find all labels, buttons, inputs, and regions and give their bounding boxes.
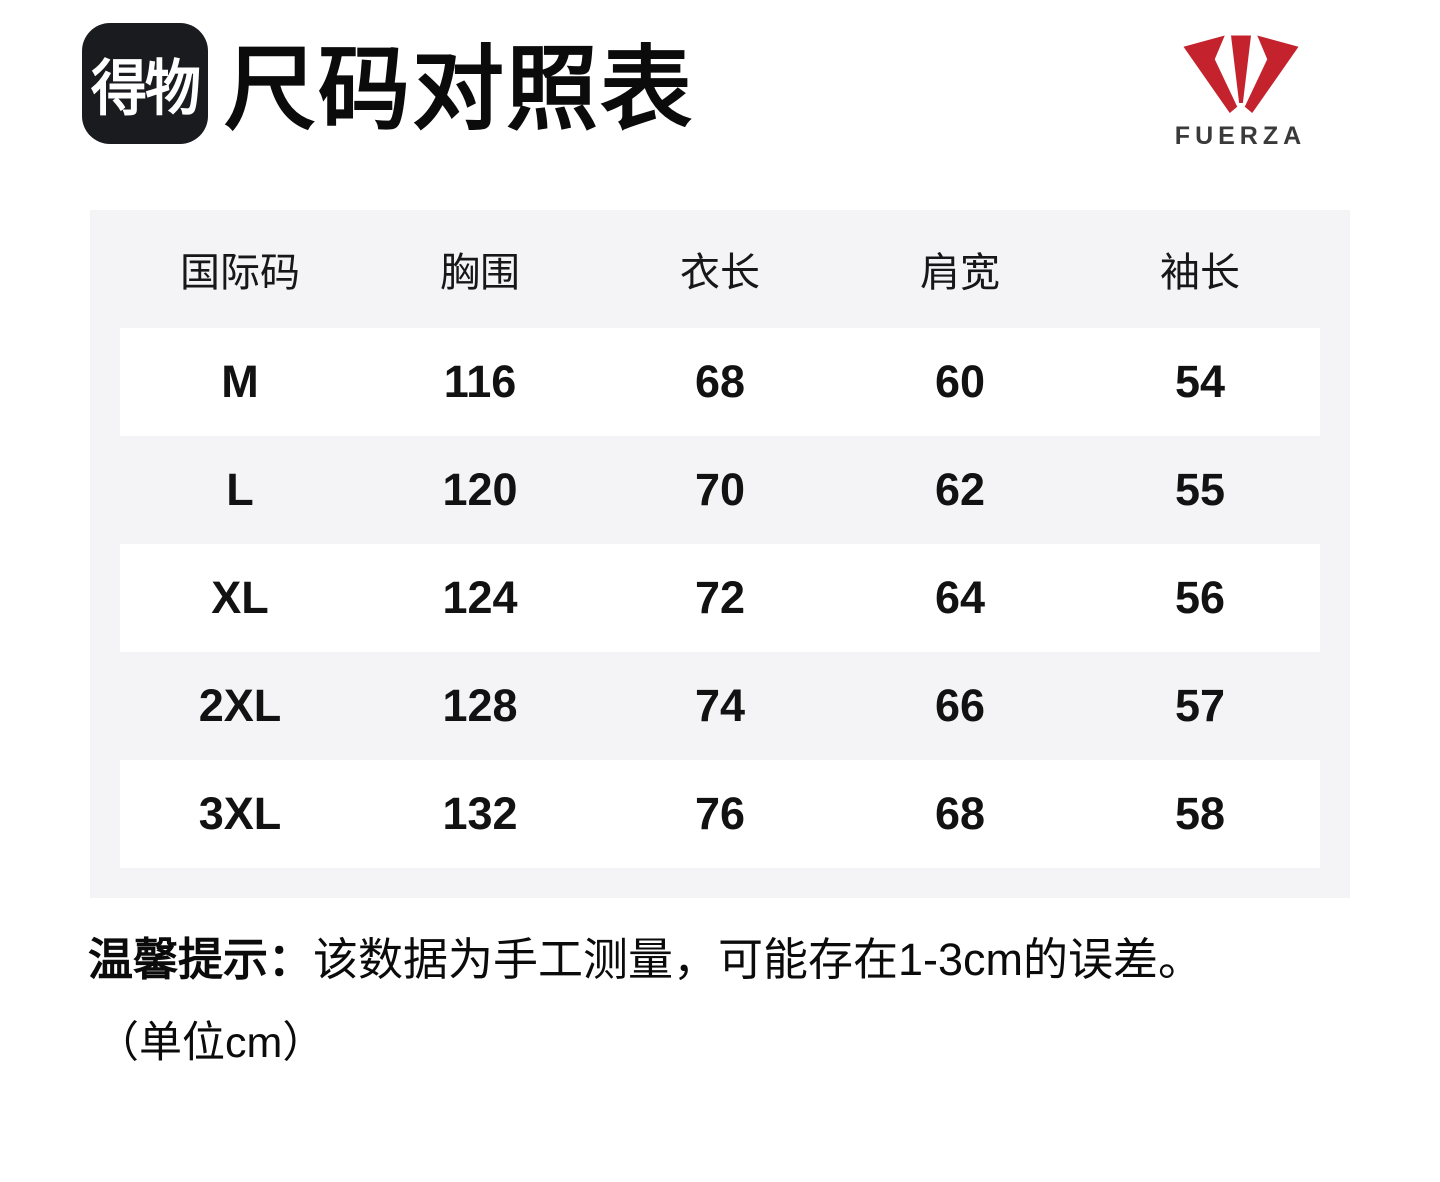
sleeve-value: 56 bbox=[1174, 572, 1226, 623]
sleeve-value: 55 bbox=[1174, 464, 1226, 515]
page-header: 得物 尺码对照表 FUERZA bbox=[0, 0, 1440, 210]
table-row: M 116 68 60 54 bbox=[120, 328, 1320, 436]
size-label: 2XL bbox=[198, 680, 282, 731]
table-row: L 120 70 62 55 bbox=[120, 436, 1320, 544]
table-row: XL 124 72 64 56 bbox=[120, 544, 1320, 652]
length-value: 74 bbox=[694, 680, 746, 731]
note-line-1: 温馨提示：该数据为手工测量，可能存在1-3cm的误差。 bbox=[88, 932, 1350, 988]
chest-value: 124 bbox=[442, 572, 518, 623]
table-row: 3XL 132 76 68 58 bbox=[120, 760, 1320, 868]
shoulder-value: 62 bbox=[934, 464, 986, 515]
size-label: M bbox=[221, 356, 259, 407]
column-header-chest: 胸围 bbox=[440, 251, 520, 295]
chest-value: 116 bbox=[443, 356, 517, 407]
shoulder-value: 66 bbox=[934, 680, 986, 731]
length-value: 70 bbox=[694, 464, 746, 515]
length-value: 76 bbox=[694, 788, 746, 839]
column-header-sleeve: 袖长 bbox=[1160, 251, 1240, 295]
shoulder-value: 64 bbox=[934, 572, 986, 623]
length-value: 72 bbox=[694, 572, 746, 623]
shoulder-value: 60 bbox=[934, 356, 986, 407]
dewu-logo-text: 得物 bbox=[91, 53, 201, 122]
note-label: 温馨提示： bbox=[88, 934, 314, 985]
column-header-length: 衣长 bbox=[680, 251, 760, 295]
chest-value: 132 bbox=[442, 788, 518, 839]
table-header-row: 国际码 胸围 衣长 肩宽 袖长 bbox=[120, 210, 1320, 328]
size-label: L bbox=[226, 464, 254, 515]
column-header-size: 国际码 bbox=[180, 251, 300, 295]
chest-value: 128 bbox=[442, 680, 518, 731]
sleeve-value: 57 bbox=[1174, 680, 1226, 731]
sleeve-value: 54 bbox=[1174, 356, 1226, 407]
brand-block: FUERZA bbox=[1153, 28, 1328, 151]
chest-value: 120 bbox=[442, 464, 518, 515]
size-label: XL bbox=[211, 572, 269, 623]
page-title: 尺码对照表 bbox=[224, 39, 695, 141]
fuerza-w-icon bbox=[1183, 35, 1298, 113]
length-value: 68 bbox=[694, 356, 746, 407]
size-table: 国际码 胸围 衣长 肩宽 袖长 M 116 68 60 54 L 120 70 … bbox=[90, 210, 1350, 898]
brand-name: FUERZA bbox=[1174, 122, 1307, 150]
table-row: 2XL 128 74 66 57 bbox=[120, 652, 1320, 760]
column-header-shoulder: 肩宽 bbox=[920, 251, 1000, 295]
sleeve-value: 58 bbox=[1174, 788, 1226, 839]
dewu-logo: 得物 bbox=[82, 23, 208, 144]
note-text: 该数据为手工测量，可能存在1-3cm的误差。 bbox=[313, 934, 1204, 985]
shoulder-value: 68 bbox=[934, 788, 986, 839]
note-unit: （单位cm） bbox=[96, 1019, 326, 1068]
size-label: 3XL bbox=[198, 788, 282, 839]
measurement-note: 温馨提示：该数据为手工测量，可能存在1-3cm的误差。 （单位cm） bbox=[88, 932, 1350, 1070]
